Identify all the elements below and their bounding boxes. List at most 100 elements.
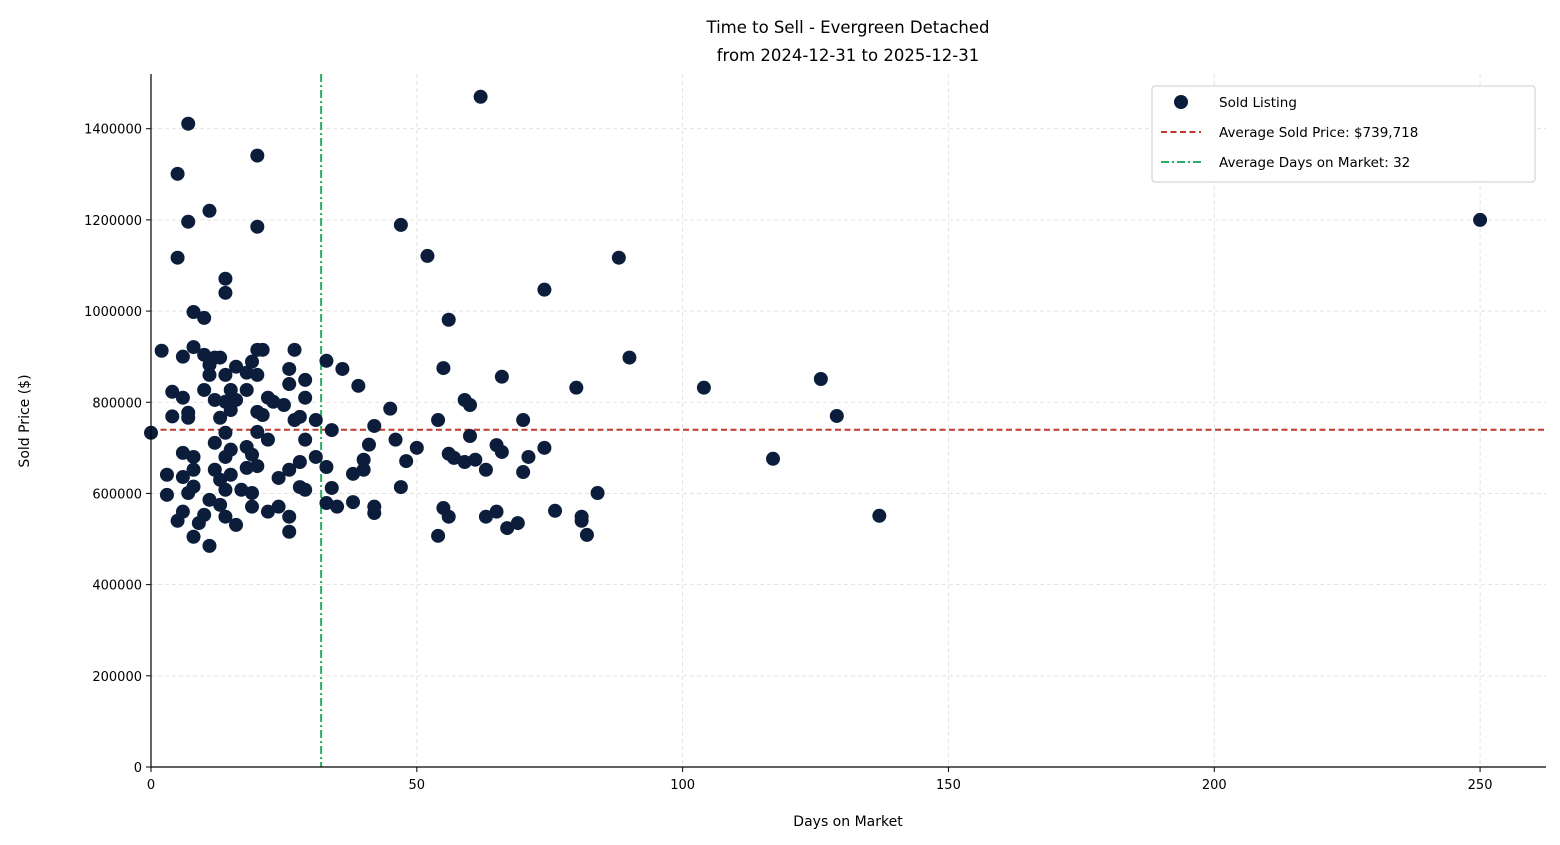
chart-title: Time to Sell - Evergreen Detached: [706, 18, 990, 37]
data-point: [154, 343, 169, 358]
data-point: [218, 425, 233, 440]
data-point: [308, 449, 323, 464]
data-point: [537, 440, 552, 455]
data-point: [202, 203, 217, 218]
data-point: [298, 390, 313, 405]
data-point: [298, 432, 313, 447]
data-point: [218, 367, 233, 382]
data-point: [510, 516, 525, 531]
data-point: [239, 382, 254, 397]
data-point: [282, 509, 297, 524]
data-point: [473, 89, 488, 104]
y-tick-label: 200000: [92, 670, 142, 685]
data-point: [516, 465, 531, 480]
data-point: [234, 482, 249, 497]
data-point: [181, 214, 196, 229]
data-point: [367, 418, 382, 433]
data-point: [202, 367, 217, 382]
chart-subtitle: from 2024-12-31 to 2025-12-31: [717, 46, 979, 65]
y-tick-label: 400000: [92, 579, 142, 594]
data-point: [255, 342, 270, 357]
data-point: [229, 392, 244, 407]
data-point: [250, 219, 265, 234]
data-point: [494, 369, 509, 384]
data-point: [170, 166, 185, 181]
data-point: [696, 380, 711, 395]
data-point: [590, 485, 605, 500]
data-point: [393, 217, 408, 232]
data-point: [175, 445, 190, 460]
data-point: [356, 452, 371, 467]
data-point: [276, 397, 291, 412]
data-point: [213, 497, 228, 512]
data-point: [218, 482, 233, 497]
data-point: [468, 452, 483, 467]
y-tick-label: 1000000: [84, 305, 142, 320]
data-point: [569, 380, 584, 395]
data-point: [260, 504, 275, 519]
data-point: [197, 507, 212, 522]
data-point: [872, 508, 887, 523]
data-point: [622, 350, 637, 365]
x-tick-label: 0: [147, 778, 155, 793]
data-point: [489, 504, 504, 519]
data-point: [516, 413, 531, 428]
data-point: [271, 499, 286, 514]
data-point: [186, 449, 201, 464]
data-point: [159, 487, 174, 502]
data-point: [308, 413, 323, 428]
data-point: [250, 367, 265, 382]
y-tick-label: 600000: [92, 487, 142, 502]
data-point: [346, 495, 361, 510]
data-point: [298, 482, 313, 497]
data-point: [282, 524, 297, 539]
data-point: [420, 248, 435, 263]
data-point: [175, 504, 190, 519]
data-point: [186, 479, 201, 494]
data-point: [431, 413, 446, 428]
data-point: [611, 250, 626, 265]
data-point: [245, 499, 260, 514]
data-point: [447, 450, 462, 465]
data-point: [186, 529, 201, 544]
data-point: [197, 310, 212, 325]
data-point: [462, 397, 477, 412]
y-tick-label: 0: [134, 761, 142, 776]
data-point: [521, 449, 536, 464]
data-point: [298, 372, 313, 387]
data-point: [537, 282, 552, 297]
data-point: [282, 377, 297, 392]
data-point: [250, 459, 265, 474]
data-point: [170, 250, 185, 265]
data-point: [282, 462, 297, 477]
x-tick-label: 50: [409, 778, 426, 793]
x-axis-label: Days on Market: [793, 814, 903, 830]
x-tick-label: 100: [670, 778, 695, 793]
y-tick-label: 1400000: [84, 123, 142, 138]
data-point: [260, 432, 275, 447]
data-point: [229, 359, 244, 374]
legend-label-avg-price: Average Sold Price: $739,718: [1219, 125, 1418, 141]
data-point: [319, 353, 334, 368]
data-point: [462, 429, 477, 444]
data-point: [175, 349, 190, 364]
data-point: [165, 384, 180, 399]
data-point: [494, 444, 509, 459]
data-point: [361, 437, 376, 452]
data-point: [287, 342, 302, 357]
data-point: [324, 480, 339, 495]
data-point: [218, 285, 233, 300]
data-point: [239, 365, 254, 380]
data-point: [441, 312, 456, 327]
data-point: [478, 462, 493, 477]
data-point: [399, 454, 414, 469]
data-point: [245, 447, 260, 462]
legend: Sold Listing Average Sold Price: $739,71…: [1151, 85, 1536, 183]
data-point: [181, 410, 196, 425]
y-tick-label: 800000: [92, 396, 142, 411]
data-point: [766, 451, 781, 466]
data-point: [271, 470, 286, 485]
data-point: [186, 340, 201, 355]
data-point: [548, 503, 563, 518]
